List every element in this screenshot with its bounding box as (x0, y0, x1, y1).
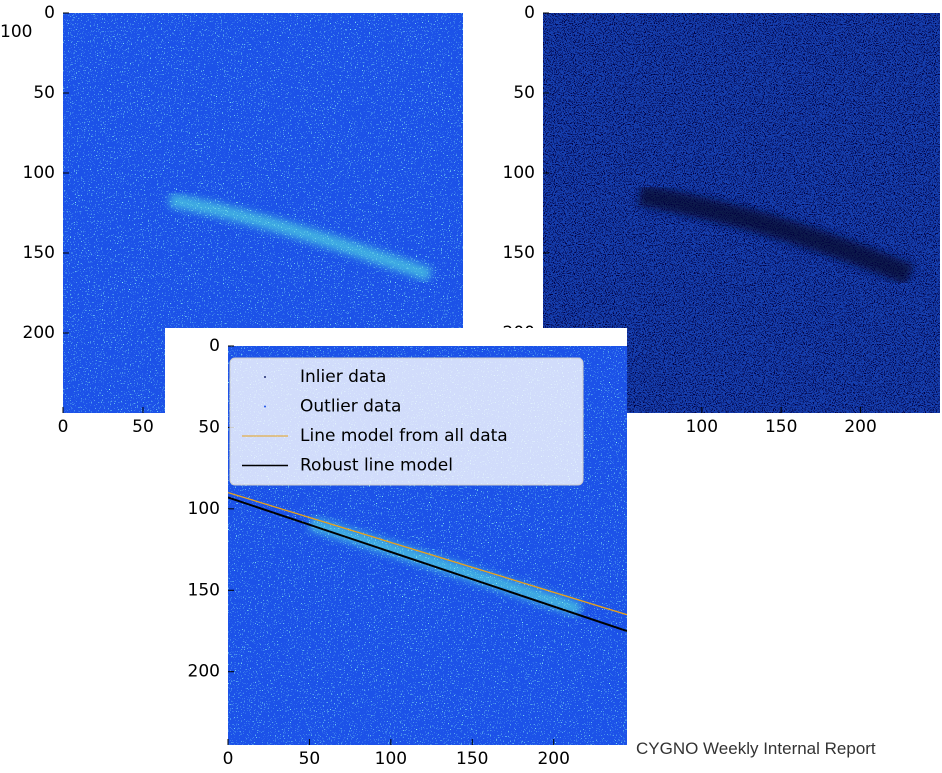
line (228, 496, 627, 632)
legend-box (229, 357, 584, 486)
x-tick-label: 150 (456, 749, 488, 769)
y-tick-label: 50 (513, 83, 535, 103)
legend-marker (264, 376, 266, 378)
x-tick-label: 0 (58, 417, 69, 437)
x-tick-label: 100 (375, 749, 407, 769)
x-tick-label: 50 (299, 749, 321, 769)
legend-marker (264, 405, 266, 408)
y-tick-label: 150 (23, 243, 55, 263)
x-tick-label: 0 (223, 749, 234, 769)
legend-label: Robust line model (300, 456, 453, 476)
x-tick-label: 200 (537, 749, 569, 769)
y-tick-label: 150 (188, 580, 220, 600)
y-tick-label: 150 (503, 243, 535, 263)
panel: 0501001502000100150200 (503, 3, 940, 437)
x-tick-label: 200 (844, 417, 876, 437)
y-tick-label: 200 (188, 662, 220, 682)
x-tick-label: 50 (132, 417, 154, 437)
legend-label: Inlier data (300, 367, 386, 387)
legend-label: Line model from all data (300, 426, 508, 446)
y-tick-label: 100 (23, 163, 55, 183)
legend-label: Outlier data (300, 397, 401, 417)
y-tick-label: 200 (23, 323, 55, 343)
x-tick-label: 150 (765, 417, 797, 437)
cropped-label: 100 (0, 22, 32, 42)
y-tick-label: 0 (209, 336, 220, 356)
y-tick-label: 50 (33, 83, 55, 103)
x-tick-label: 100 (686, 417, 718, 437)
panel: 0 50 100 150 200 0 50 100 150 200 Inlier data Outli… (165, 328, 627, 773)
y-tick-label: 50 (198, 417, 220, 437)
line (228, 491, 627, 616)
y-tick-label: 0 (524, 3, 535, 23)
y-tick-label: 0 (44, 3, 55, 23)
footer: CYGNO Weekly Internal Report (636, 739, 876, 758)
y-tick-label: 100 (188, 499, 220, 519)
y-tick-label: 100 (503, 163, 535, 183)
